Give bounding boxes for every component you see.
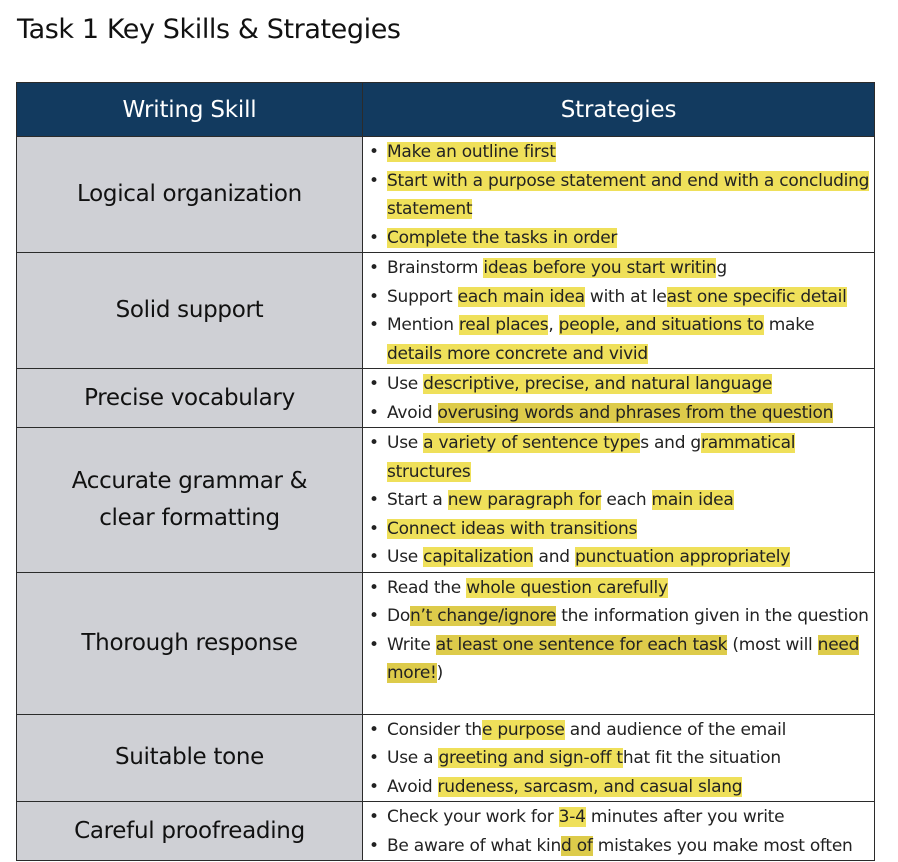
strategy-list: Brainstorm ideas before you start writin…: [363, 253, 874, 368]
strategy-item: Check your work for 3-4 minutes after yo…: [369, 803, 870, 832]
strategies-cell: Read the whole question carefullyDon’t c…: [362, 571, 875, 715]
strategy-item: Use a greeting and sign-off that fit the…: [369, 744, 870, 773]
table-row: Suitable toneConsider the purpose and au…: [16, 713, 875, 802]
writing-skill-cell: Solid support: [16, 252, 363, 369]
writing-skill-cell: Suitable tone: [16, 713, 363, 802]
strategy-item: Read the whole question carefully: [369, 574, 870, 603]
table-row: Thorough responseRead the whole question…: [16, 571, 875, 715]
table-row: Precise vocabularyUse descriptive, preci…: [16, 368, 875, 428]
strategy-list: Make an outline firstStart with a purpos…: [363, 137, 874, 252]
strategy-item: Start a new paragraph for each main idea: [369, 486, 870, 515]
writing-skill-cell: Accurate grammar & clear formatting: [16, 427, 363, 573]
strategy-item: Make an outline first: [369, 138, 870, 167]
strategy-item: Write at least one sentence for each tas…: [369, 631, 870, 688]
table-row: Careful proofreadingCheck your work for …: [16, 801, 875, 861]
strategies-cell: Check your work for 3-4 minutes after yo…: [362, 801, 875, 861]
strategies-cell: Use descriptive, precise, and natural la…: [362, 368, 875, 428]
strategy-list: Read the whole question carefullyDon’t c…: [363, 573, 874, 688]
writing-skill-cell: Careful proofreading: [16, 801, 363, 861]
strategies-cell: Consider the purpose and audience of the…: [362, 713, 875, 802]
strategy-item: Mention real places, people, and situati…: [369, 311, 870, 368]
strategy-item: Avoid rudeness, sarcasm, and casual slan…: [369, 773, 870, 802]
strategies-cell: Use a variety of sentence types and gram…: [362, 427, 875, 573]
page-title: Task 1 Key Skills & Strategies: [17, 14, 401, 45]
table-body: Logical organizationMake an outline firs…: [16, 136, 875, 861]
strategy-list: Check your work for 3-4 minutes after yo…: [363, 802, 874, 860]
table-row: Solid supportBrainstorm ideas before you…: [16, 252, 875, 369]
strategy-item: Use capitalization and punctuation appro…: [369, 543, 870, 572]
strategy-item: Support each main idea with at least one…: [369, 283, 870, 312]
writing-skill-cell: Logical organization: [16, 136, 363, 253]
writing-skill-cell: Precise vocabulary: [16, 368, 363, 428]
strategy-item: Don’t change/ignore the information give…: [369, 602, 870, 631]
strategy-item: Avoid overusing words and phrases from t…: [369, 399, 870, 428]
strategy-item: Consider the purpose and audience of the…: [369, 716, 870, 745]
strategy-list: Use descriptive, precise, and natural la…: [363, 369, 874, 427]
header-writing-skill: Writing Skill: [16, 82, 363, 137]
strategy-list: Consider the purpose and audience of the…: [363, 715, 874, 802]
strategy-item: Brainstorm ideas before you start writin…: [369, 254, 870, 283]
strategies-cell: Brainstorm ideas before you start writin…: [362, 252, 875, 369]
table-row: Logical organizationMake an outline firs…: [16, 136, 875, 253]
header-row: Writing Skill Strategies: [16, 82, 875, 137]
strategies-cell: Make an outline firstStart with a purpos…: [362, 136, 875, 253]
strategy-item: Connect ideas with transitions: [369, 515, 870, 544]
writing-skill-cell: Thorough response: [16, 571, 363, 715]
strategy-list: Use a variety of sentence types and gram…: [363, 428, 874, 572]
strategy-item: Complete the tasks in order: [369, 224, 870, 253]
strategy-item: Use descriptive, precise, and natural la…: [369, 370, 870, 399]
strategy-item: Use a variety of sentence types and gram…: [369, 429, 870, 486]
skills-table: Writing Skill Strategies Logical organiz…: [16, 82, 875, 861]
strategy-item: Start with a purpose statement and end w…: [369, 167, 870, 224]
strategy-item: Be aware of what kind of mistakes you ma…: [369, 832, 870, 861]
header-strategies: Strategies: [362, 82, 875, 137]
table-row: Accurate grammar & clear formattingUse a…: [16, 427, 875, 573]
